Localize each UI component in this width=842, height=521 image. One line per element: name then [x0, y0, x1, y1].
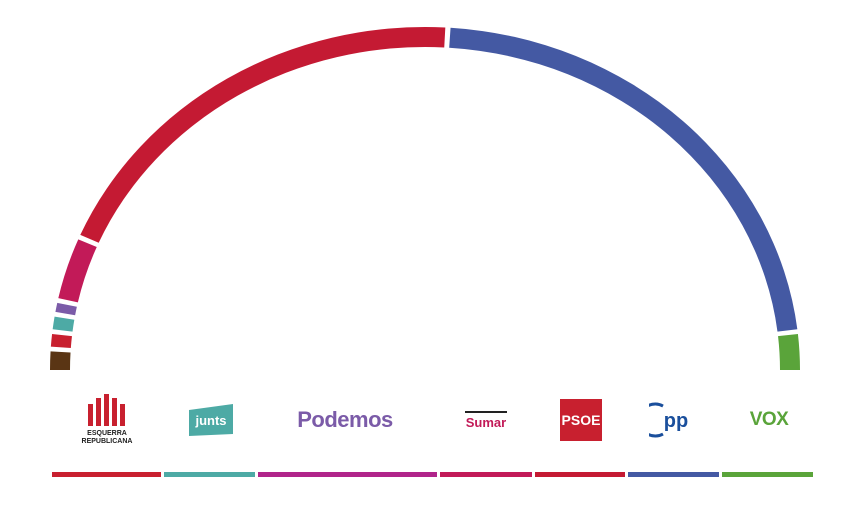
junts-mark-icon: junts — [189, 404, 233, 436]
hemicycle-segment-2 — [52, 316, 75, 332]
hemicycle-segment-7 — [778, 333, 800, 370]
erc-mark-icon: ESQUERRA REPUBLICANA — [82, 394, 133, 445]
podemos-logo: Podemos — [282, 392, 408, 448]
bar-psoe — [535, 472, 625, 477]
hemicycle-segment-3 — [55, 302, 77, 316]
bar-vox — [722, 472, 813, 477]
bar-pp — [628, 472, 719, 477]
erc-line2: REPUBLICANA — [82, 438, 133, 445]
psoe-box: PSOE — [560, 399, 602, 441]
bar-junts — [164, 472, 255, 477]
erc-logo: ESQUERRA REPUBLICANA — [72, 392, 142, 448]
hemicycle-segment-0 — [50, 351, 71, 370]
hemicycle-segment-1 — [50, 333, 72, 348]
bar-erc — [52, 472, 161, 477]
vox-logo: VOX — [742, 392, 796, 448]
psoe-text: PSOE — [561, 412, 601, 428]
junts-text: junts — [194, 413, 226, 428]
erc-line1: ESQUERRA — [87, 430, 127, 437]
sumar-text: Sumar — [465, 414, 507, 430]
hemicycle-segment-4 — [58, 239, 97, 303]
vox-text: VOX — [749, 409, 789, 430]
bar-podemos — [258, 472, 437, 477]
hemicycle-segment-5 — [80, 26, 446, 243]
pp-text: pp — [664, 410, 688, 432]
psoe-logo: PSOE — [558, 392, 604, 448]
sumar-logo: Sumar — [458, 392, 514, 448]
podemos-text: Podemos — [297, 407, 393, 432]
sumar-rule — [465, 410, 507, 413]
hemicycle-segment-6 — [449, 27, 798, 332]
junts-logo: junts — [186, 392, 236, 448]
bar-sumar — [440, 472, 532, 477]
pp-logo: pp — [648, 392, 698, 448]
pp-mark-icon: pp — [649, 402, 688, 438]
